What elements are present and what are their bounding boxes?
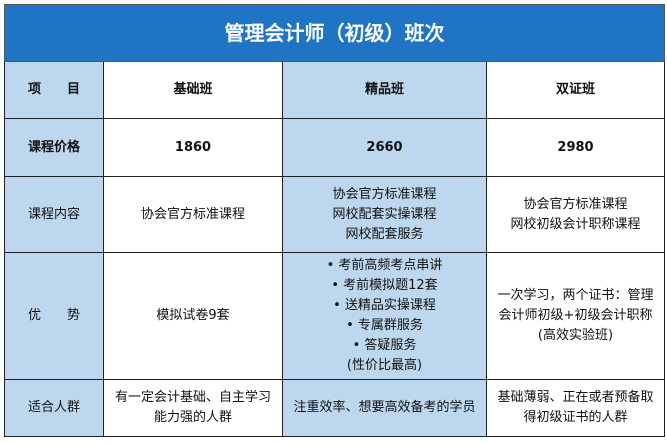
cell-line: 网校初级会计职称课程 xyxy=(510,216,641,232)
row-label: 优 势 xyxy=(4,252,104,380)
cell-line: (性价比最高) xyxy=(346,358,423,373)
content-row: 课程内容 协会官方标准课程 协会官方标准课程 网校配套实操课程 网校配套服务 协… xyxy=(4,176,665,253)
cell-line: (高效实验班) xyxy=(537,328,614,343)
cell-line: 有一定会计基础、自主学习 xyxy=(114,390,271,405)
cell-line: • 考前模拟题12套 xyxy=(331,278,438,293)
content-basic: 协会官方标准课程 xyxy=(103,176,283,253)
cell-line: 协会官方标准课程 xyxy=(332,186,437,202)
audience-premium: 注重效率、想要高效备考的学员 xyxy=(282,379,487,437)
price-premium: 2660 xyxy=(282,118,487,177)
header-premium: 精品班 xyxy=(282,61,487,119)
price-dual: 2980 xyxy=(486,118,665,177)
cell-line: • 考前高频考点串讲 xyxy=(326,258,443,273)
header-row: 项 目 基础班 精品班 双证班 xyxy=(4,61,665,119)
table-title: 管理会计师（初级）班次 xyxy=(4,4,665,62)
header-basic: 基础班 xyxy=(103,61,283,119)
header-label: 项 目 xyxy=(4,61,104,119)
advantage-premium: • 考前高频考点串讲 • 考前模拟题12套 • 送精品实操课程 • 专属群服务 … xyxy=(282,252,487,380)
class-comparison-table: 管理会计师（初级）班次 项 目 基础班 精品班 双证班 课程价格 1860 26… xyxy=(4,4,665,437)
header-dual: 双证班 xyxy=(486,61,665,119)
row-label: 适合人群 xyxy=(4,379,104,437)
advantage-dual: 一次学习，两个证书：管理 会计师初级+初级会计职称 (高效实验班) xyxy=(486,252,665,380)
row-label: 课程内容 xyxy=(4,176,104,253)
price-basic: 1860 xyxy=(103,118,283,177)
advantage-row: 优 势 模拟试卷9套 • 考前高频考点串讲 • 考前模拟题12套 • 送精品实操… xyxy=(4,252,665,380)
content-premium: 协会官方标准课程 网校配套实操课程 网校配套服务 xyxy=(282,176,487,253)
audience-basic: 有一定会计基础、自主学习 能力强的人群 xyxy=(103,379,283,437)
cell-line: • 专属群服务 xyxy=(346,318,423,333)
audience-dual: 基础薄弱、正在或者预备取 得初级证书的人群 xyxy=(486,379,665,437)
cell-line: 基础薄弱、正在或者预备取 xyxy=(497,390,654,405)
content-dual: 协会官方标准课程 网校初级会计职称课程 xyxy=(486,176,665,253)
cell-line: • 送精品实操课程 xyxy=(333,298,436,313)
cell-line: 注重效率、想要高效备考的学员 xyxy=(293,400,476,415)
price-row: 课程价格 1860 2660 2980 xyxy=(4,118,665,177)
advantage-basic: 模拟试卷9套 xyxy=(103,252,283,380)
cell-line: • 答疑服务 xyxy=(352,338,417,353)
row-label: 课程价格 xyxy=(4,118,104,177)
cell-line: 网校配套服务 xyxy=(345,226,424,242)
cell-line: 网校配套实操课程 xyxy=(332,206,437,222)
audience-row: 适合人群 有一定会计基础、自主学习 能力强的人群 注重效率、想要高效备考的学员 … xyxy=(4,379,665,437)
cell-line: 协会官方标准课程 xyxy=(523,196,628,212)
cell-line: 得初级证书的人群 xyxy=(523,410,628,425)
cell-line: 模拟试卷9套 xyxy=(156,308,230,323)
cell-line: 一次学习，两个证书：管理 xyxy=(497,288,654,303)
cell-line: 会计师初级+初级会计职称 xyxy=(498,308,653,323)
cell-line: 能力强的人群 xyxy=(153,410,232,425)
cell-line: 协会官方标准课程 xyxy=(140,206,245,222)
